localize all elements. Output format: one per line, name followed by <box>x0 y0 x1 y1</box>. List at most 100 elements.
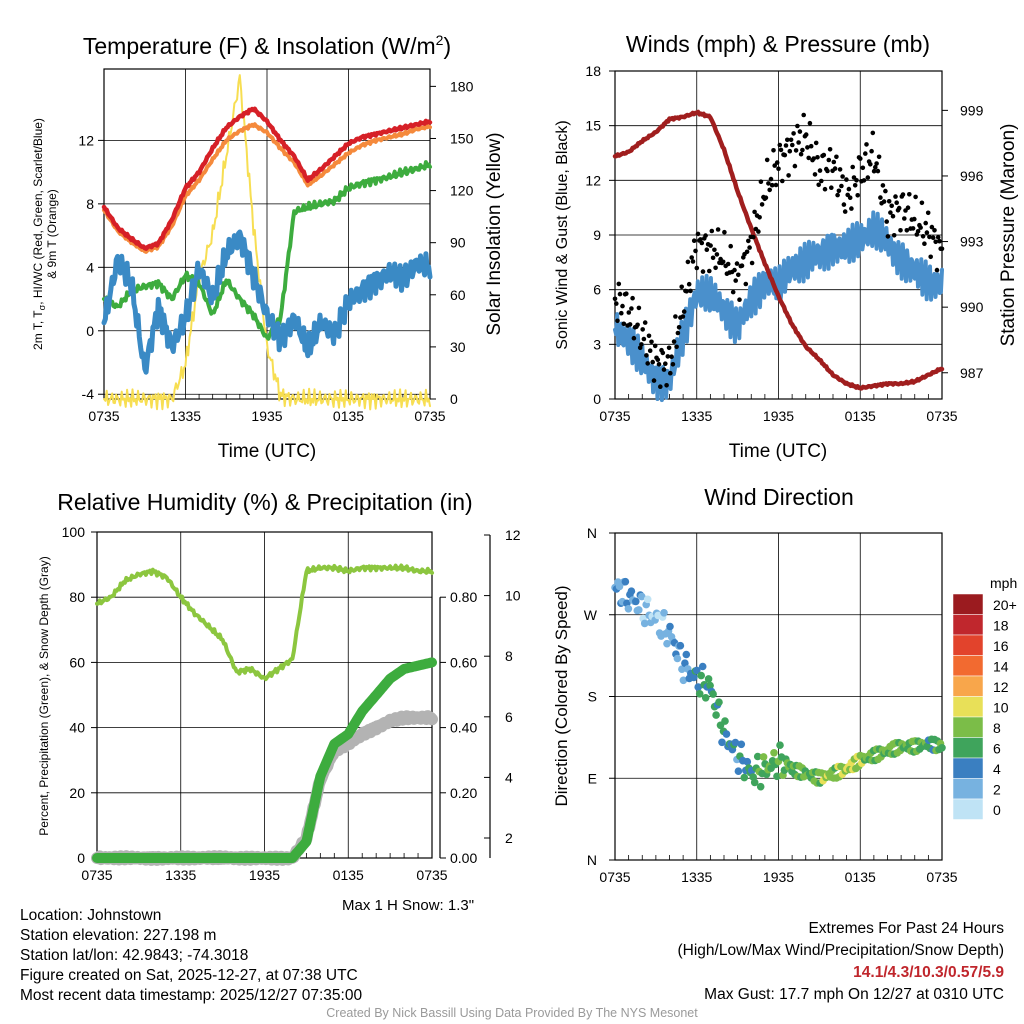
wind-gust-point <box>670 362 676 367</box>
wind-gust-point <box>707 268 712 274</box>
temp-ytick-right-label: 60 <box>450 287 466 303</box>
temp-xtick-label: 0735 <box>414 408 445 424</box>
rh-ytick-label: 20 <box>69 785 85 801</box>
wind-gust-point <box>655 357 661 363</box>
wind-gust-point <box>734 261 740 266</box>
wind-gust-point <box>645 361 650 366</box>
wind-gust-point <box>801 112 806 118</box>
legend-label: 2 <box>993 782 1001 798</box>
wind-gust-point <box>691 238 697 243</box>
wind-gust-point <box>722 229 727 235</box>
wind-gust-point <box>808 143 814 149</box>
dir-ytick-label: S <box>588 689 597 705</box>
temp-series-2m <box>101 106 433 251</box>
wind-gust-point <box>615 318 620 324</box>
wind-gust-point <box>886 199 892 204</box>
wind-gust-point <box>778 147 784 153</box>
wind-y-axis-right-label: Station Pressure (Maroon) <box>998 124 1019 347</box>
wind-gust-point <box>822 186 828 192</box>
wind-gust-point <box>646 333 652 339</box>
wind-gust-point <box>922 241 927 246</box>
wind-gust-point <box>612 296 618 302</box>
dir-point <box>678 665 686 673</box>
wind-gust-point <box>898 228 903 233</box>
wind-gust-point <box>695 231 701 237</box>
legend-label: 6 <box>993 741 1001 757</box>
legend-swatch <box>952 614 984 636</box>
legend-swatch <box>952 593 984 615</box>
dir-point <box>756 782 765 791</box>
wind-gust-point <box>703 233 708 238</box>
wind-gust-point <box>641 336 647 342</box>
legend-label: 4 <box>993 761 1001 777</box>
wind-gust-point <box>698 237 703 242</box>
wind-gust-point <box>937 238 942 244</box>
dir-point <box>706 681 714 690</box>
wind-gust-point <box>764 157 770 163</box>
wind-gust-point <box>861 178 867 183</box>
wind-gust-point <box>730 289 736 295</box>
wind-gust-point <box>840 174 845 179</box>
dir-point <box>621 577 630 586</box>
wind-gust-point <box>640 327 645 332</box>
wind-gust-point <box>787 148 793 154</box>
dir-point <box>737 740 746 749</box>
wind-gust-point <box>635 322 640 328</box>
wind-gust-point <box>636 305 642 311</box>
dir-point <box>712 711 720 719</box>
wind-gust-point <box>743 281 749 287</box>
wind-gust-point <box>839 183 844 189</box>
wind-gust-point <box>786 173 791 178</box>
wind-gust-point <box>684 289 689 294</box>
wind-gust-point <box>874 161 879 166</box>
dir-point <box>694 683 702 691</box>
wind-gust-point <box>616 281 622 287</box>
dir-point <box>701 694 710 702</box>
extremes-values: 14.1/4.3/10.3/0.57/5.9 <box>853 964 1004 981</box>
wind-gust-point <box>883 188 888 194</box>
wind-gust-point <box>811 156 816 161</box>
wind-gust-point <box>871 168 877 174</box>
legend-swatch <box>952 757 984 779</box>
wind-gust-point <box>656 362 662 367</box>
wind-gust-point <box>919 200 925 206</box>
wind-gust-point <box>865 175 871 180</box>
wind-gust-point <box>855 193 860 198</box>
wind-gust-point <box>876 154 882 160</box>
wind-gust-point <box>782 152 788 158</box>
wind-xtick-label: 0135 <box>845 408 876 424</box>
temp-ytick-right-label: 30 <box>450 339 466 355</box>
wind-gust-point <box>920 234 926 239</box>
wind-gust-point <box>700 269 706 274</box>
wind-gust-point <box>777 142 783 148</box>
wind-gust-point <box>831 159 837 165</box>
wind-gust-point <box>767 187 772 193</box>
wind-gust-point <box>849 206 854 211</box>
wind-gust-point <box>624 291 629 297</box>
wind-gust-point <box>788 137 794 143</box>
wind-ytick-right-label: 990 <box>960 299 984 315</box>
wind-gust-point <box>870 130 876 136</box>
wind-gust-point <box>803 132 809 137</box>
wind-gust-point <box>795 123 800 129</box>
wind-gust-point <box>756 229 761 234</box>
temp-series-solar <box>103 74 431 411</box>
wind-ytick-label: 0 <box>593 391 601 407</box>
wind-gust-point <box>935 234 941 240</box>
wind-gust-point <box>744 249 750 255</box>
wind-gust-point <box>751 234 756 240</box>
wind-gust-point <box>939 246 945 252</box>
wind-gust-point <box>690 259 696 264</box>
wind-gust-point <box>829 185 834 190</box>
dir-point <box>740 773 749 782</box>
wind-gust-point <box>819 178 824 184</box>
temp-ytick-label: 4 <box>86 259 94 275</box>
wind-ytick-right-label: 999 <box>960 102 984 118</box>
wind-gust-point <box>720 259 726 265</box>
rh-xtick-label: 0135 <box>333 867 364 883</box>
latlon-text: Station lat/lon: 42.9843; -74.3018 <box>20 947 249 964</box>
rh-ytick-label: 100 <box>62 524 86 540</box>
wind-gust-point <box>688 288 693 294</box>
temp-ytick-right-label: 120 <box>450 183 474 199</box>
legend-swatch <box>952 675 984 697</box>
